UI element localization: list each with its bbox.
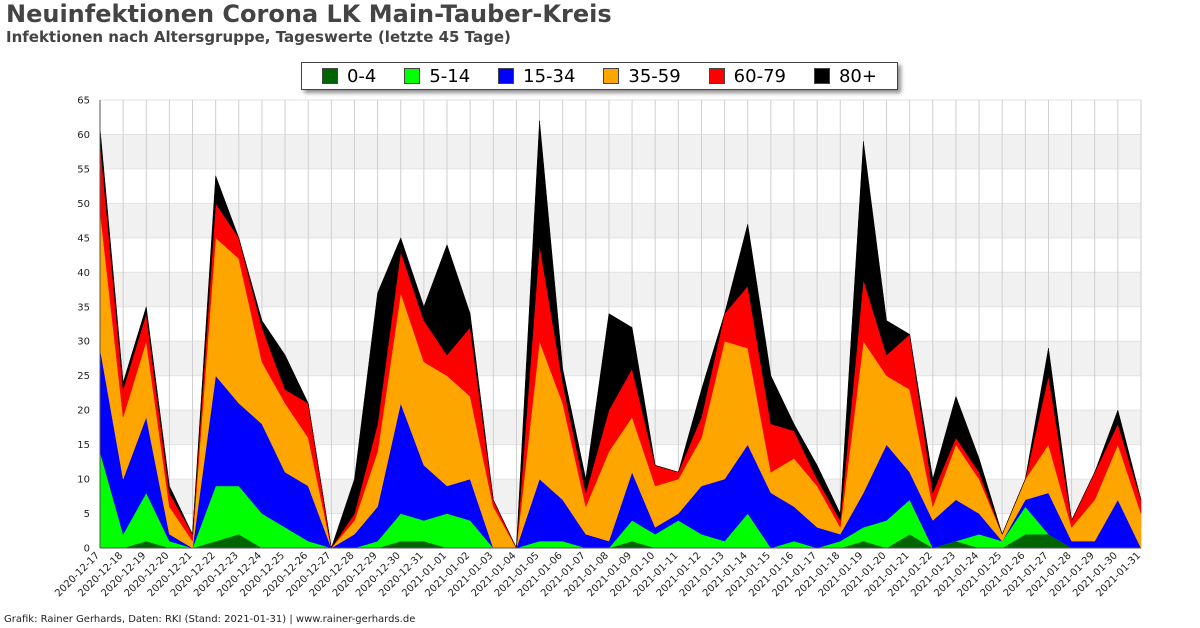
- series-areas: [99, 120, 1142, 549]
- y-tick-label: 55: [77, 164, 90, 175]
- y-tick-label: 40: [77, 268, 90, 279]
- x-axis: 2020-12-172020-12-182020-12-192020-12-20…: [53, 547, 1143, 599]
- legend-label: 0-4: [346, 65, 377, 87]
- area-series-80+: [99, 120, 1142, 549]
- legend-item-5-14: 5-14: [404, 66, 470, 87]
- legend-item-80+: 80+: [813, 65, 877, 87]
- legend-swatch: [498, 68, 515, 84]
- y-tick-label: 0: [84, 544, 90, 555]
- chart-subtitle: Infektionen nach Altersgruppe, Tageswert…: [6, 28, 511, 46]
- grid-band: [100, 134, 1141, 169]
- grid-band: [100, 203, 1141, 238]
- y-tick-label: 5: [84, 509, 90, 520]
- legend-label: 60-79: [733, 65, 786, 87]
- y-tick-label: 50: [77, 199, 90, 210]
- legend-label: 80+: [838, 65, 877, 87]
- legend-item-60-79: 60-79: [708, 65, 786, 87]
- legend-swatch: [404, 68, 421, 84]
- y-tick-label: 25: [77, 371, 90, 382]
- legend-label: 35-59: [628, 65, 681, 87]
- y-tick-label: 15: [77, 440, 90, 451]
- legend-swatch: [321, 68, 338, 84]
- legend-item-0-4: 0-4: [321, 65, 377, 87]
- y-tick-label: 60: [77, 130, 90, 141]
- legend-item-15-34: 15-34: [498, 66, 575, 87]
- y-tick-label: 65: [77, 96, 90, 107]
- y-tick-label: 35: [77, 302, 90, 313]
- y-tick-label: 10: [77, 475, 90, 486]
- y-tick-label: 45: [77, 233, 90, 244]
- legend-item-35-59: 35-59: [603, 65, 681, 87]
- y-axis: 0 5 10 15 20 25 30 35 40 45 50 55 60 65: [77, 96, 101, 555]
- chart-title: Neuinfektionen Corona LK Main-Tauber-Kre…: [6, 0, 612, 28]
- y-tick-label: 30: [77, 337, 90, 348]
- footer-credit: Grafik: Rainer Gerhards, Daten: RKI (Sta…: [4, 614, 416, 625]
- y-tick-label: 20: [77, 406, 90, 417]
- legend-swatch: [813, 68, 830, 84]
- legend-label: 5-14: [429, 65, 471, 87]
- legend-swatch: [708, 68, 725, 84]
- grid-band: [100, 272, 1141, 307]
- legend-label: 15-34: [523, 65, 576, 87]
- legend: 0-4 5-14 15-34 35-59 60-79 80+: [301, 62, 898, 90]
- legend-swatch: [603, 68, 620, 84]
